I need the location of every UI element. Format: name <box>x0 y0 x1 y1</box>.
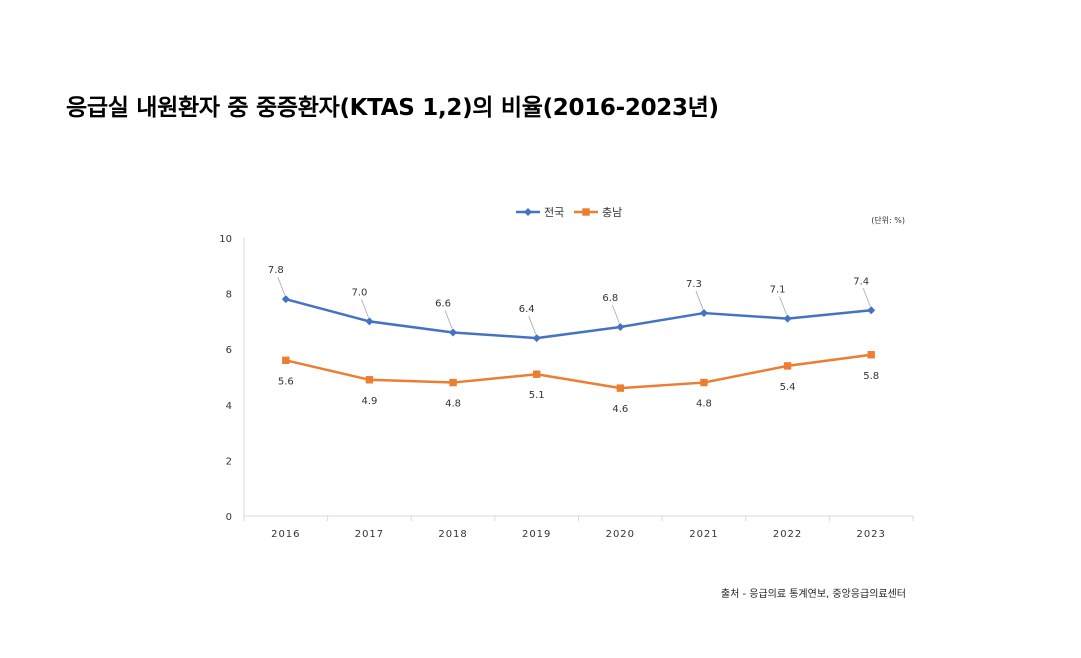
data-label: 6.8 <box>602 293 618 304</box>
y-tick-label: 4 <box>226 401 232 412</box>
series-line <box>285 353 872 390</box>
chart-axes: 0 2 4 6 8 10 2016 2017 2018 2019 2020 2021 2022 2023 <box>219 234 914 540</box>
x-tick-label: 2018 <box>438 529 467 540</box>
y-tick-label: 0 <box>226 512 232 523</box>
x-tick-label: 2017 <box>355 529 384 540</box>
data-label: 4.8 <box>696 399 712 410</box>
data-point <box>867 351 875 359</box>
plot-area: 7.8 7.0 6.6 6.4 6.8 7.3 7.1 7.4 5.6 4.9 4.8 5.1 4.6 4… <box>268 265 879 415</box>
data-label: 4.8 <box>445 399 461 410</box>
label-leader-line <box>611 304 620 324</box>
x-tick-label: 2020 <box>606 529 635 540</box>
data-label: 7.0 <box>351 287 367 298</box>
x-tick-label: 2022 <box>773 529 802 540</box>
data-label: 7.1 <box>770 285 786 296</box>
legend-label: 충남 <box>602 206 622 219</box>
label-leader-line <box>779 296 787 315</box>
series-line <box>285 297 872 340</box>
data-point <box>365 317 374 326</box>
data-label: 6.6 <box>435 299 451 310</box>
data-point <box>281 295 290 304</box>
x-tick-label: 2016 <box>271 529 300 540</box>
unit-note: (단위: %) <box>871 215 905 225</box>
data-label: 6.4 <box>519 304 535 315</box>
data-point <box>532 370 541 378</box>
data-label: 4.6 <box>612 404 628 415</box>
legend-marker <box>524 208 532 216</box>
data-label: 5.4 <box>780 382 796 393</box>
label-leader-line <box>528 315 537 335</box>
y-tick-label: 2 <box>226 456 232 467</box>
data-point <box>616 384 625 392</box>
y-tick-label: 10 <box>219 234 232 245</box>
page-title: 응급실 내원환자 중 중증환자(KTAS 1,2)의 비율(2016-2023년… <box>66 95 719 121</box>
legend-marker <box>582 208 590 216</box>
data-label: 5.1 <box>529 390 545 401</box>
data-label: 5.6 <box>278 376 294 387</box>
legend-label: 전국 <box>544 206 564 219</box>
x-tick-label: 2023 <box>856 529 885 540</box>
y-tick-label: 8 <box>226 290 232 301</box>
data-point <box>365 376 374 384</box>
label-leader-line <box>361 299 369 318</box>
x-tick-label: 2019 <box>522 529 551 540</box>
data-point <box>616 322 625 331</box>
data-point <box>700 378 708 387</box>
data-point <box>867 306 876 315</box>
data-label: 7.3 <box>686 279 702 290</box>
data-point <box>532 334 541 343</box>
chart-legend: 전국 충남 <box>516 206 622 219</box>
label-leader-line <box>862 288 871 307</box>
data-label: 4.9 <box>361 396 377 407</box>
data-point <box>783 314 792 323</box>
data-point <box>282 356 290 365</box>
label-leader-line <box>277 277 286 296</box>
data-label-leaders <box>277 277 871 335</box>
label-leader-line <box>695 290 704 310</box>
source-note: 출처 - 응급의료 통계연보, 중앙응급의료센터 <box>720 589 906 600</box>
data-point <box>449 328 458 337</box>
y-tick-label: 6 <box>226 345 232 356</box>
data-point <box>449 378 457 387</box>
data-point <box>783 362 792 370</box>
data-label: 7.4 <box>853 276 869 287</box>
data-point <box>699 309 708 318</box>
data-label: 7.8 <box>268 265 284 276</box>
x-tick-label: 2021 <box>689 529 718 540</box>
data-label: 5.8 <box>863 371 879 382</box>
label-leader-line <box>444 310 453 329</box>
